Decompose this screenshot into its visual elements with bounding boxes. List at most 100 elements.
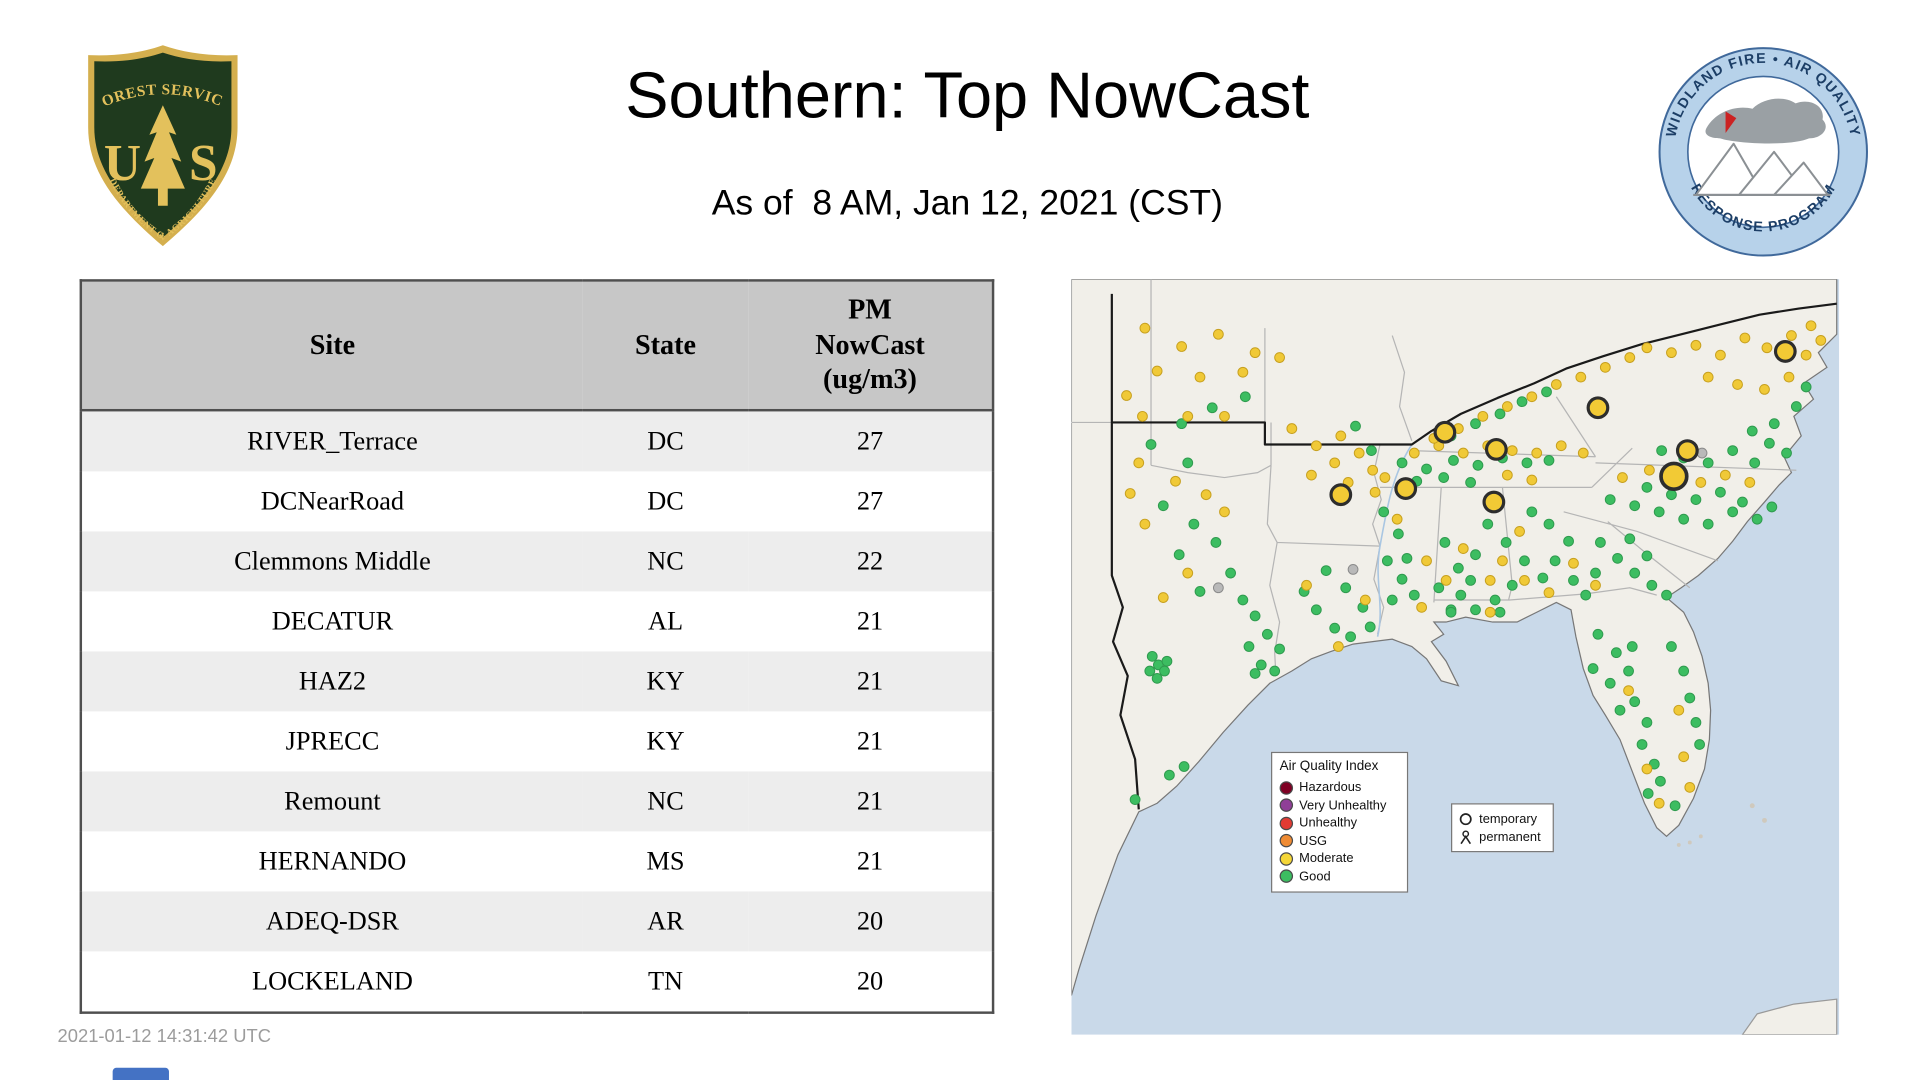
mississippi-river [1376,444,1413,637]
monitor-dot-good [1455,589,1467,601]
cell-state: DC [647,426,684,456]
monitor-dot-moderate [1719,469,1731,481]
monitor-dot-good [1237,594,1249,606]
monitor-dot-moderate [1590,579,1601,591]
monitor-dot-good [1694,739,1705,750]
cell-value: 27 [856,426,884,456]
monitor-dot-good [1310,604,1322,616]
cell-value: 20 [856,906,884,936]
aqi-legend-item: USG [1279,832,1400,850]
monitor-dot-moderate [1506,445,1518,457]
aqi-swatch-icon [1279,816,1294,830]
monitor-dot-good [1188,518,1200,530]
monitor-dot-good [1129,794,1141,805]
column-header-pm-nowcast: PM NowCast (ug/m3) [748,280,994,412]
monitor-dot-good [1433,582,1445,594]
monitor-dot-good [1727,445,1739,457]
monitor-dot-moderate [1421,555,1432,567]
aqi-legend-item: Unhealthy [1279,814,1400,832]
monitor-dot-moderate [1644,464,1655,476]
monitor-dot-good [1624,533,1636,545]
monitor-dot-good [1176,418,1188,430]
monitor-dot-good [1145,439,1157,450]
cell-value: 21 [856,606,884,636]
monitor-dot-good [1702,518,1714,530]
monitor-dot-moderate [1702,371,1714,383]
aqi-legend-item: Good [1279,868,1400,886]
monitor-dot-good [1378,506,1390,518]
monitor-dot-good [1641,717,1653,728]
monitor-dot-good [1269,665,1281,677]
table-row: LOCKELAND TN 20 [80,951,994,1013]
monitor-dot-moderate [1815,335,1827,346]
monitor-dot-good [1656,445,1668,457]
cell-state: KY [646,726,685,756]
monitor-dot-moderate [1367,464,1379,476]
aqi-label: Moderate [1299,851,1354,867]
monitor-dot-moderate [1212,328,1224,340]
cell-site: DECATUR [271,606,394,636]
southeast-us-map [1071,279,1840,1035]
good-monitors-layer [1129,381,1812,812]
top-site-marker [1433,420,1457,444]
monitor-dot-moderate [1543,587,1555,599]
monitor-dot-good [1386,594,1398,606]
monitor-dot-good [1590,567,1601,579]
monitor-dot-moderate [1133,457,1145,469]
temporary-circle-icon [1459,812,1472,825]
land-mass [1071,279,1838,996]
missing-monitors-layer [1212,447,1708,594]
monitor-dot-moderate [1416,601,1428,613]
monitor-dot-good [1543,455,1555,466]
monitor-dot-moderate [1440,575,1452,586]
monitor-dot-good [1781,447,1792,459]
monitor-dot-moderate [1641,342,1653,354]
monitor-dot-good [1161,655,1173,667]
monitor-dot-good [1144,665,1156,677]
monitor-dot-good [1225,567,1237,579]
cell-state: NC [647,546,684,576]
table-header-row: Site State PM NowCast (ug/m3) [80,280,994,412]
monitor-dot-good [1164,769,1175,781]
monitor-dot-moderate [1137,410,1148,422]
aqi-legend-item: Moderate [1279,850,1400,868]
temporary-label: temporary [1479,811,1538,826]
monitor-dot-good [1568,575,1579,586]
monitor-dot-moderate [1800,349,1812,361]
cell-site: ADEQ-DSR [265,906,399,936]
monitor-dot-moderate [1408,447,1420,459]
monitor-dot-good [1678,513,1690,525]
monitor-dot-good [1396,573,1408,585]
monitor-dot-moderate [1286,423,1298,434]
monitor-dot-good [1255,659,1267,671]
monitor-dot-moderate [1484,575,1496,586]
monitor-dot-good [1678,665,1690,677]
monitor-dot-moderate [1623,685,1634,697]
table-body: RIVER_Terrace DC 27 DCNearRoad DC 27 Clemmons … [80,410,994,1013]
permanent-person-icon [1460,829,1472,844]
cell-site: JPRECC [285,726,380,756]
monitor-dot-good [1746,425,1758,437]
monitor-dot-moderate [1577,447,1589,459]
top-site-marker [1586,396,1610,420]
monitor-dot-moderate [1519,575,1530,586]
monitor-dot-moderate [1306,469,1317,481]
table-row: JPRECC KY 21 [80,711,994,772]
cell-site: DCNearRoad [260,486,405,516]
monitor-dot-good [1452,562,1464,574]
cell-site: LOCKELAND [252,966,413,996]
monitor-dot-moderate [1761,342,1773,354]
table-row: DECATUR AL 21 [80,591,994,652]
monitor-dot-good [1445,606,1457,618]
monitor-dot-good [1470,549,1481,561]
monitor-dot-missing [1212,582,1224,594]
monitor-dot-moderate [1514,526,1525,537]
table-row: RIVER_Terrace DC 27 [80,410,994,472]
map-container: Air Quality Index Hazardous Very Unhealth… [1071,279,1840,1035]
cell-state: AR [647,906,684,936]
table-row: Remount NC 21 [80,771,994,832]
monitor-dot-good [1494,408,1506,420]
aqi-label: USG [1299,833,1328,849]
monitor-dot-good [1549,555,1561,567]
bottom-blue-strip [112,1067,169,1080]
